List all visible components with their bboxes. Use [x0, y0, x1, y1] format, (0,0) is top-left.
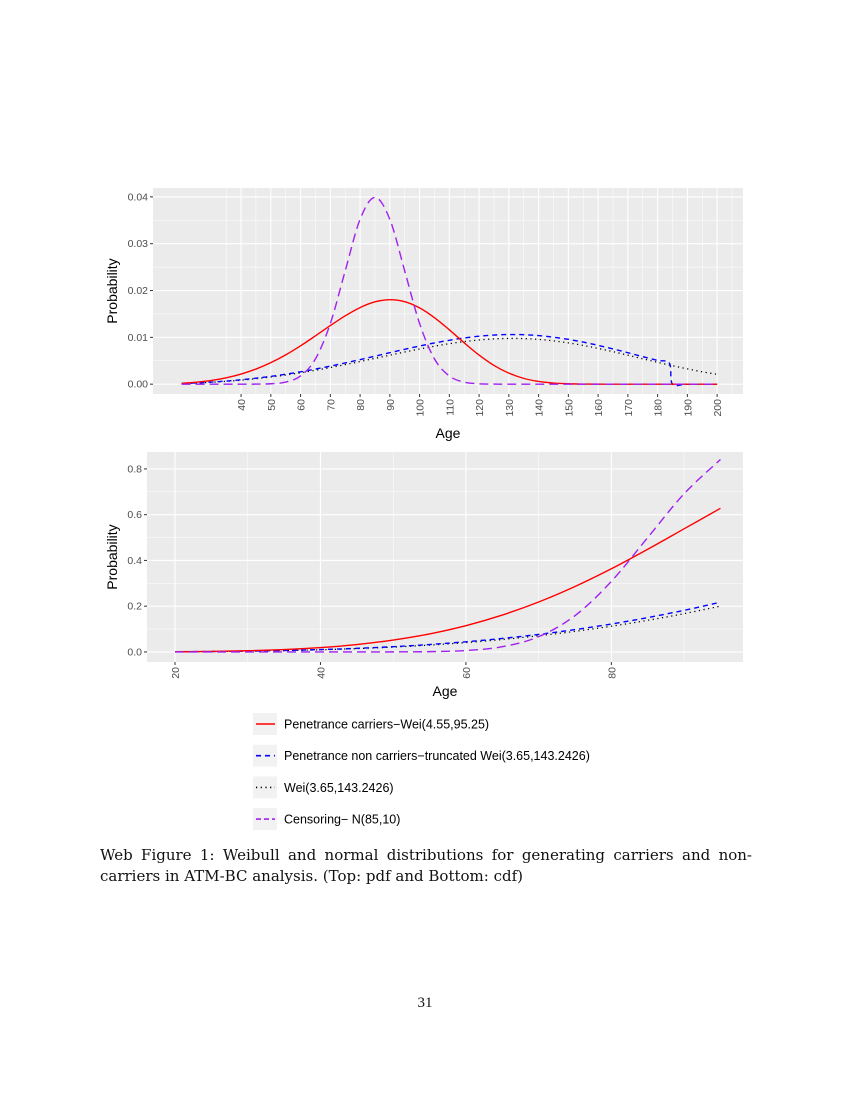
x-tick-label: 160 [593, 399, 605, 417]
x-axis-title: Age [436, 425, 461, 441]
legend-label: Penetrance carriers−Wei(4.55,95.25) [284, 718, 489, 732]
x-tick-label: 80 [355, 399, 367, 411]
chart-pdf: 40 50 60 70 80 90 100 110 120 130 140 150 160 170 180 1… [104, 188, 743, 441]
legend-item: Penetrance carriers−Wei(4.55,95.25) [253, 713, 489, 735]
x-tick-label: 140 [534, 399, 546, 417]
legend-item: Penetrance non carriers−truncated Wei(3.… [253, 744, 590, 767]
series-line-solid [174, 507, 721, 653]
x-tick-label: 120 [474, 399, 486, 417]
y-tick-label: 0.4 [127, 555, 142, 567]
legend-label: Penetrance non carriers−truncated Wei(3.… [284, 749, 590, 763]
x-tick-label: 150 [563, 399, 575, 417]
x-tick-label: 40 [315, 667, 327, 679]
x-tick-label: 200 [712, 399, 724, 417]
y-tick-label: 0.0 [127, 646, 142, 658]
x-tick-label: 190 [682, 399, 694, 417]
y-tick-label: 0.6 [127, 509, 142, 521]
x-tick-label: 60 [296, 399, 308, 411]
x-tick-label: 20 [170, 667, 182, 679]
y-tick-label: 0.02 [128, 285, 149, 297]
x-tick-label: 40 [236, 399, 248, 411]
legend-label: Censoring− N(85,10) [284, 813, 400, 827]
x-tick-label: 170 [623, 399, 635, 417]
x-tick-label: 100 [415, 399, 427, 417]
y-tick-label: 0.01 [128, 332, 149, 344]
x-tick-label: 130 [504, 399, 516, 417]
y-tick-label: 0.03 [128, 238, 149, 250]
page-number: 31 [417, 995, 433, 1011]
legend-key [253, 776, 277, 799]
y-tick-label: 0.2 [127, 601, 142, 613]
series-line-dotted [181, 337, 718, 385]
legend-item: Wei(3.65,143.2426) [253, 776, 394, 799]
y-tick-label: 0.8 [127, 463, 142, 475]
series-line-dashed [181, 333, 718, 387]
y-axis-title: Probability [104, 524, 120, 589]
x-tick-label: 60 [461, 667, 473, 679]
legend: Penetrance carriers−Wei(4.55,95.25) Penet… [253, 713, 590, 831]
series-line-longdash [174, 458, 721, 653]
x-tick-label: 110 [444, 399, 456, 416]
x-tick-label: 90 [385, 399, 397, 411]
plot-panel [147, 452, 743, 662]
y-tick-label: 0.00 [128, 379, 149, 391]
legend-item: Censoring− N(85,10) [253, 808, 400, 831]
x-tick-label: 50 [266, 399, 278, 411]
y-tick-label: 0.04 [128, 191, 149, 203]
x-tick-label: 180 [653, 399, 665, 417]
figure-caption: Web Figure 1: Weibull and normal distrib… [100, 846, 752, 885]
series-line-longdash [181, 196, 718, 385]
series-line-solid [181, 299, 718, 385]
chart-cdf: 20 40 60 80 0.0 0.2 0.4 0.6 0.8 Age Probability [104, 452, 743, 699]
legend-label: Wei(3.65,143.2426) [284, 781, 394, 795]
y-axis-title: Probability [104, 258, 120, 323]
x-tick-label: 70 [325, 399, 337, 411]
x-axis-title: Age [433, 683, 458, 699]
x-tick-label: 80 [606, 667, 618, 679]
